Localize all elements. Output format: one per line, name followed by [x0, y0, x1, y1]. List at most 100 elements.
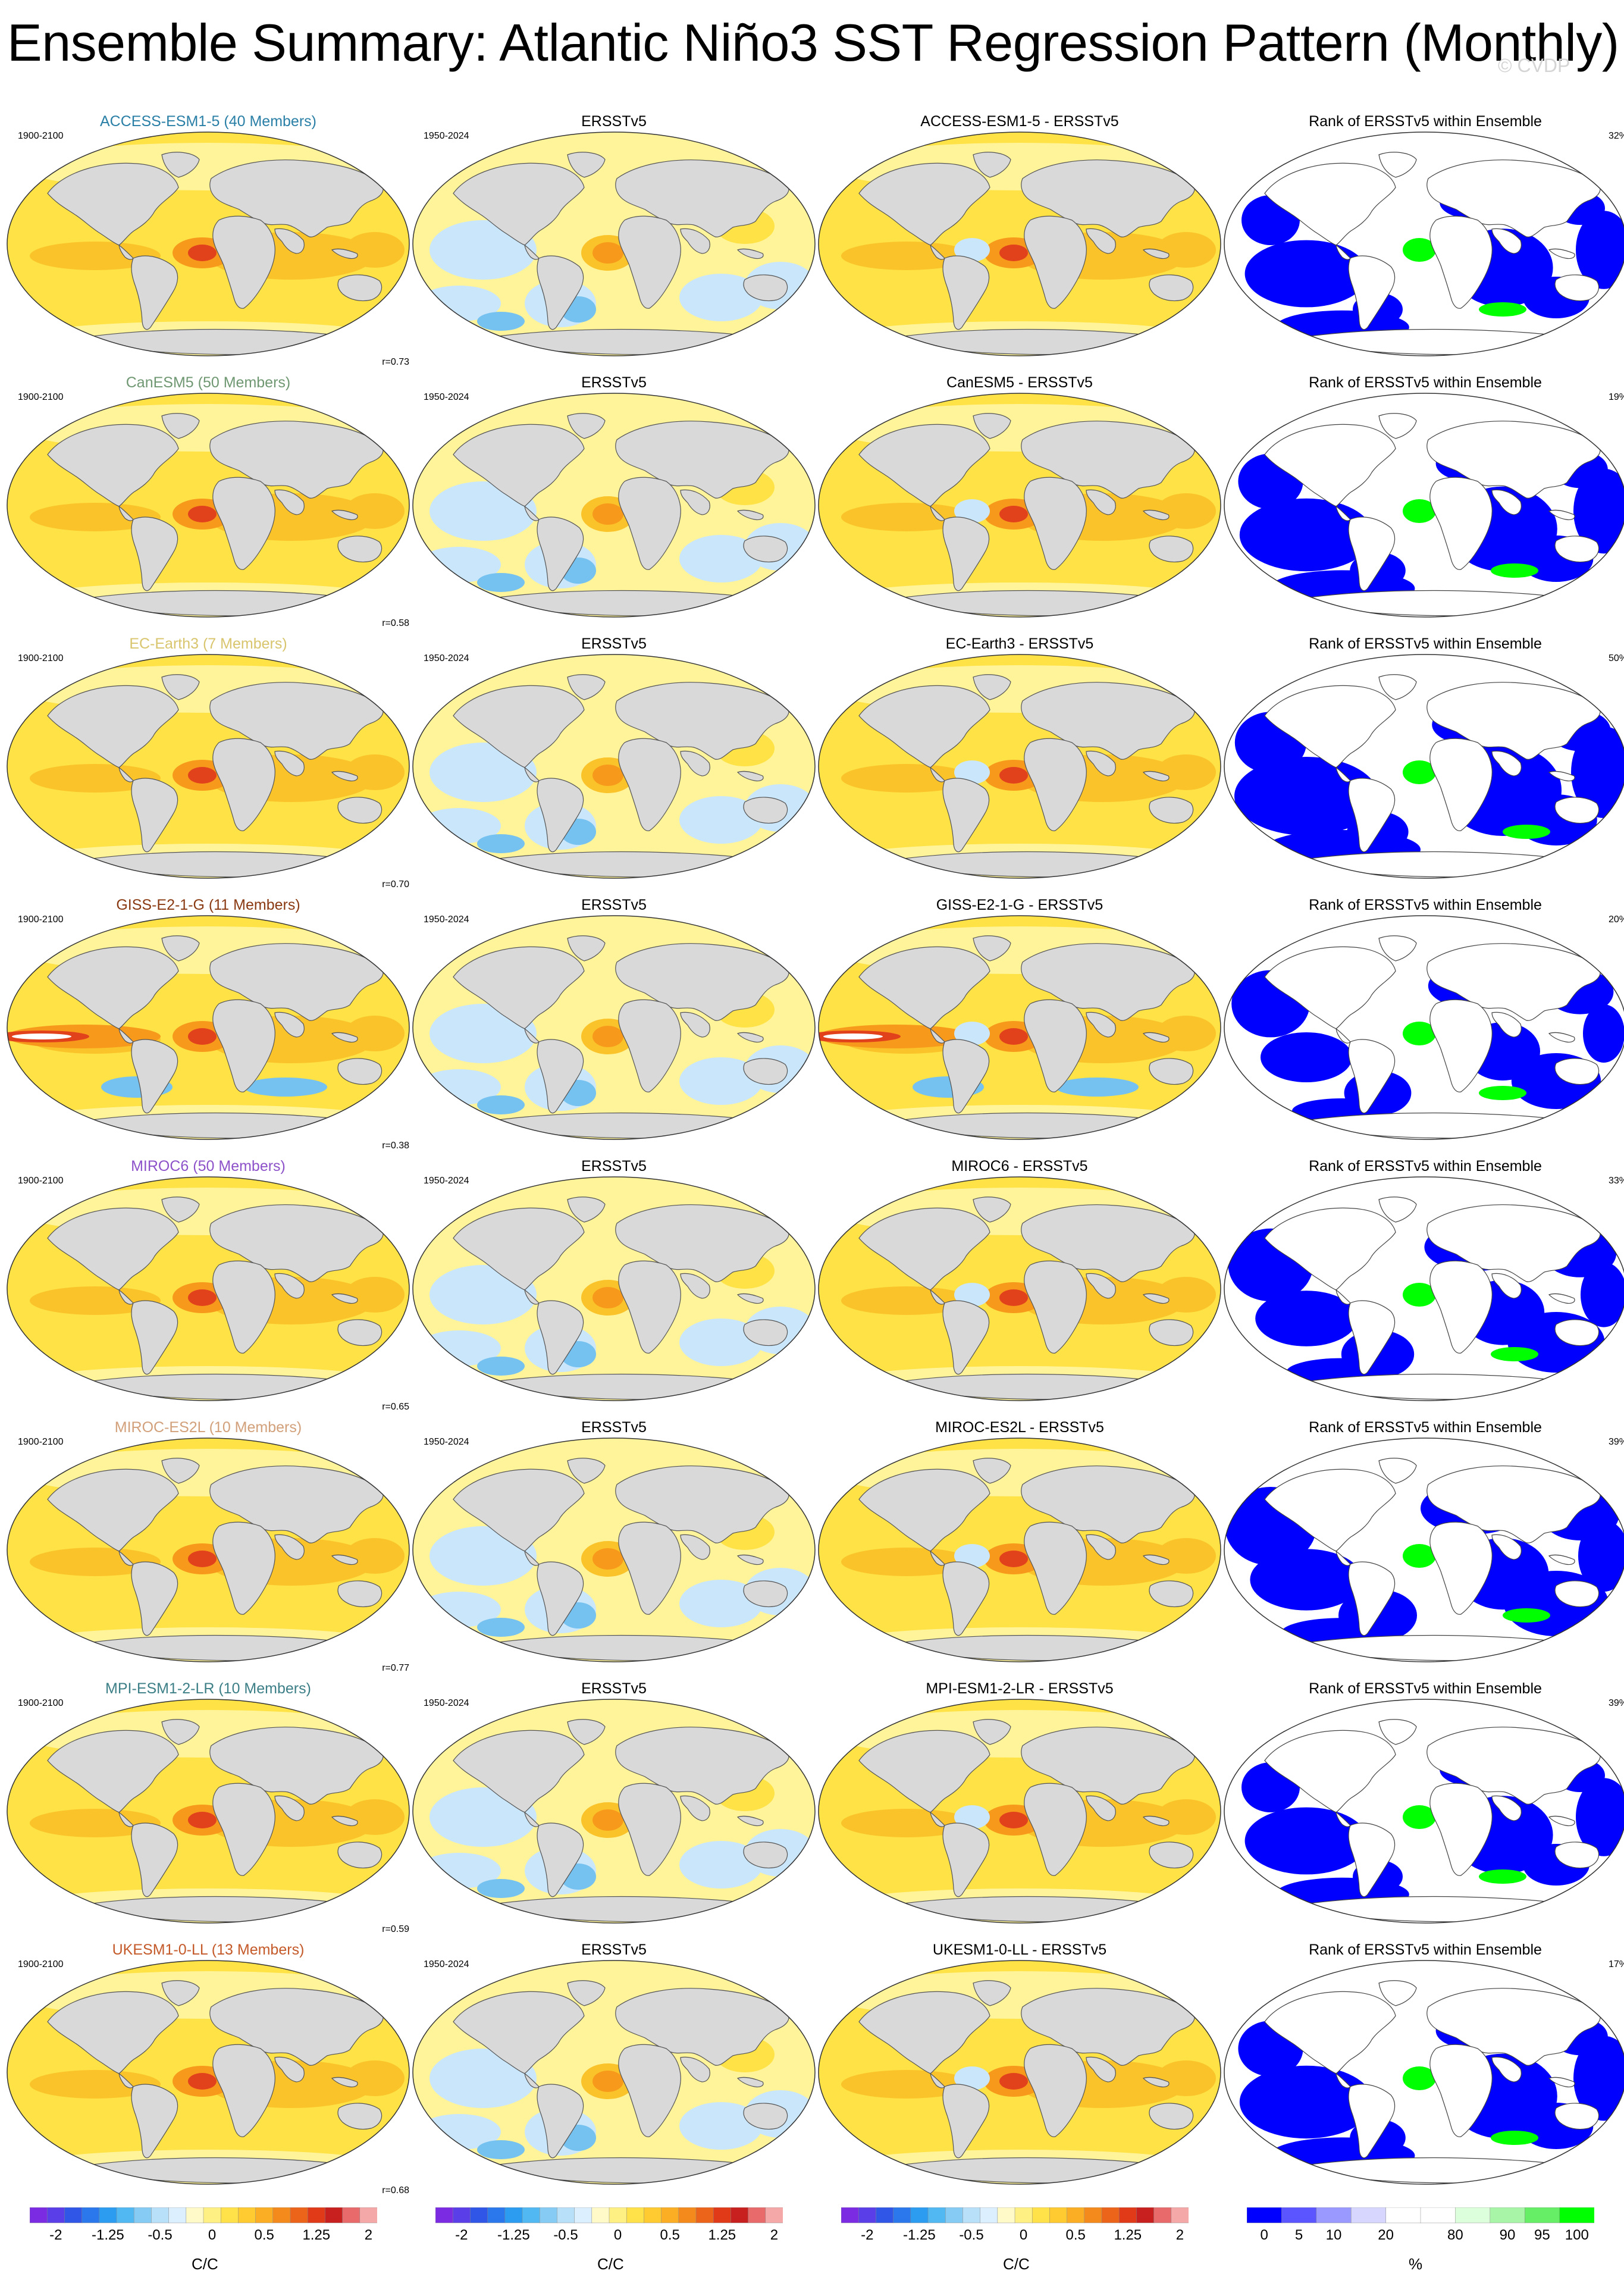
panel-title: Rank of ERSSTv5 within Ensemble	[1309, 113, 1542, 130]
colorbar-swatch	[997, 2207, 1015, 2223]
panel-obs-mpi-esm1-2-lr: ERSSTv5 1950-2024	[412, 1678, 816, 1938]
panel-rank-miroc6: Rank of ERSSTv5 within Ensemble 33%	[1223, 1155, 1624, 1416]
period-label: 1950-2024	[424, 1176, 469, 1186]
colorbar-tick-label: -1.25	[903, 2227, 936, 2243]
map-rank	[1224, 393, 1624, 618]
colorbar-swatch	[609, 2207, 627, 2223]
map-rank	[1224, 1437, 1624, 1662]
colorbar-swatch	[1455, 2207, 1491, 2223]
colorbar-tick-label: 1.25	[1114, 2227, 1142, 2243]
colorbar-swatch	[765, 2207, 783, 2223]
panel-diff-ec-earth3: EC-Earth3 - ERSSTv5	[817, 633, 1222, 894]
map-diff	[818, 393, 1221, 618]
colorbar-swatch	[64, 2207, 83, 2223]
period-label: 1950-2024	[424, 653, 469, 663]
colorbar-swatch	[1490, 2207, 1525, 2223]
colorbar-tick-label: 20	[1378, 2227, 1394, 2243]
page-title: Ensemble Summary: Atlantic Niño3 SST Reg…	[7, 13, 1619, 72]
panel-title: MIROC-ES2L - ERSSTv5	[935, 1419, 1104, 1436]
pattern-correlation: r=0.38	[382, 1141, 409, 1151]
colorbar-swatch	[1559, 2207, 1594, 2223]
colorbar-swatch	[1524, 2207, 1560, 2223]
colorbar-tick-label: 80	[1447, 2227, 1463, 2243]
colorbar-tick-label: 0	[1261, 2227, 1268, 2243]
panel-title: ACCESS-ESM1-5 - ERSSTv5	[920, 113, 1119, 130]
panel-title: Rank of ERSSTv5 within Ensemble	[1309, 1680, 1542, 1697]
colorbar-tick-label: 1.25	[708, 2227, 736, 2243]
colorbar-swatch	[1153, 2207, 1172, 2223]
colorbar-tick-label: 0	[208, 2227, 216, 2243]
colorbar-swatch	[963, 2207, 981, 2223]
panel-model-mpi-esm1-2-lr: MPI-ESM1-2-LR (10 Members) 1900-2100 r=0.5…	[6, 1678, 410, 1938]
colorbar-swatch	[470, 2207, 488, 2223]
colorbar-tick-label: -2	[49, 2227, 62, 2243]
colorbar-swatch	[748, 2207, 766, 2223]
panel-title: MIROC6 (50 Members)	[131, 1158, 286, 1175]
colorbar-unit: %	[1409, 2255, 1423, 2273]
panel-rank-ukesm1-0-ll: Rank of ERSSTv5 within Ensemble 17%	[1223, 1939, 1624, 2200]
colorbar-tick-label: 0.5	[1066, 2227, 1086, 2243]
colorbar-swatch	[1171, 2207, 1189, 2223]
colorbar-rank: 0 5 10 20 80 90 95 100	[1247, 2207, 1594, 2243]
colorbar-swatch	[1316, 2207, 1352, 2223]
map-diff	[818, 1176, 1221, 1401]
period-label: 1950-2024	[424, 1437, 469, 1447]
colorbar-tick-label: 2	[1176, 2227, 1184, 2243]
panel-title: Rank of ERSSTv5 within Ensemble	[1309, 1158, 1542, 1175]
colorbar-swatch	[644, 2207, 662, 2223]
map-obs	[412, 1960, 816, 2185]
colorbar-tick-label: 0	[1020, 2227, 1027, 2243]
colorbar-swatch	[133, 2207, 152, 2223]
map-rank	[1224, 654, 1624, 879]
colorbar-tick-label: 2	[365, 2227, 372, 2243]
period-label: 1900-2100	[18, 653, 64, 663]
colorbar-swatch	[713, 2207, 732, 2223]
rank-percent: 19%	[1608, 392, 1624, 402]
map-model	[7, 1437, 410, 1662]
panel-model-access-esm1-5: ACCESS-ESM1-5 (40 Members) 1900-2100 r=0.7…	[6, 111, 410, 371]
panel-obs-ec-earth3: ERSSTv5 1950-2024	[412, 633, 816, 894]
rank-percent: 50%	[1608, 653, 1624, 663]
colorbar-swatch	[220, 2207, 239, 2223]
colorbar-swatch	[522, 2207, 540, 2223]
period-label: 1900-2100	[18, 1437, 64, 1447]
panel-diff-access-esm1-5: ACCESS-ESM1-5 - ERSSTv5	[817, 111, 1222, 371]
panel-title: GISS-E2-1-G (11 Members)	[116, 897, 300, 913]
colorbar-swatch	[731, 2207, 749, 2223]
panel-title: CanESM5 (50 Members)	[126, 374, 291, 391]
panel-model-ukesm1-0-ll: UKESM1-0-LL (13 Members) 1900-2100 r=0.68	[6, 1939, 410, 2200]
colorbar-swatch	[203, 2207, 221, 2223]
panel-obs-canesm5: ERSSTv5 1950-2024	[412, 372, 816, 632]
map-model	[7, 1699, 410, 1924]
colorbar-sst-2: -2 -1.25 -0.5 0 0.5 1.25 2	[435, 2207, 783, 2243]
panel-title: UKESM1-0-LL - ERSSTv5	[932, 1941, 1107, 1958]
pattern-correlation: r=0.68	[382, 2185, 409, 2196]
colorbar-swatch	[591, 2207, 610, 2223]
period-label: 1900-2100	[18, 131, 64, 141]
colorbar-swatch	[1032, 2207, 1051, 2223]
panel-title: EC-Earth3 (7 Members)	[129, 635, 287, 652]
panel-title: CanESM5 - ERSSTv5	[946, 374, 1093, 391]
colorbar-swatch	[1385, 2207, 1421, 2223]
panel-rank-ec-earth3: Rank of ERSSTv5 within Ensemble 50%	[1223, 633, 1624, 894]
colorbar-swatch	[945, 2207, 964, 2223]
panel-diff-canesm5: CanESM5 - ERSSTv5	[817, 372, 1222, 632]
panel-diff-miroc-es2l: MIROC-ES2L - ERSSTv5	[817, 1417, 1222, 1677]
colorbar-tick-label: 0.5	[660, 2227, 680, 2243]
map-rank	[1224, 1176, 1624, 1401]
pattern-correlation: r=0.77	[382, 1663, 409, 1673]
map-diff	[818, 1437, 1221, 1662]
colorbar-swatch	[325, 2207, 343, 2223]
colorbar-swatch	[1014, 2207, 1033, 2223]
panel-rank-canesm5: Rank of ERSSTv5 within Ensemble 19%	[1223, 372, 1624, 632]
panel-title: MPI-ESM1-2-LR - ERSSTv5	[926, 1680, 1114, 1697]
panel-title: ERSSTv5	[581, 897, 647, 913]
panel-diff-miroc6: MIROC6 - ERSSTv5	[817, 1155, 1222, 1416]
panel-diff-ukesm1-0-ll: UKESM1-0-LL - ERSSTv5	[817, 1939, 1222, 2200]
colorbar-swatch	[359, 2207, 377, 2223]
map-obs	[412, 1699, 816, 1924]
colorbar-swatch	[876, 2207, 894, 2223]
map-obs	[412, 393, 816, 618]
colorbar-tick-label: 0.5	[255, 2227, 274, 2243]
